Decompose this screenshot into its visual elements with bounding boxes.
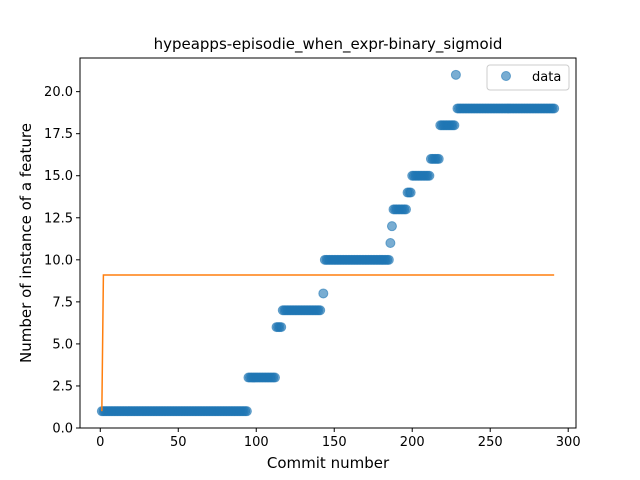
y-tick-label: 5.0	[52, 337, 73, 352]
axes-frame	[79, 57, 577, 429]
data-point	[276, 322, 287, 333]
y-tick-label: 10.0	[44, 253, 73, 268]
y-tick-label: 20.0	[44, 85, 73, 100]
x-tick-label: 250	[478, 435, 503, 450]
legend-marker-data	[501, 71, 511, 81]
chart-title: hypeapps-episodie_when_expr-binary_sigmo…	[154, 35, 503, 54]
data-marks	[96, 69, 560, 417]
x-tick-label: 150	[322, 435, 347, 450]
y-axis-label: Number of instance of a feature	[17, 123, 35, 363]
x-tick-label: 300	[556, 435, 581, 450]
x-tick-label: 200	[400, 435, 425, 450]
x-axis-label: Commit number	[267, 454, 390, 472]
data-point	[383, 254, 394, 265]
y-tick-label: 0.0	[52, 422, 73, 437]
data-point	[450, 69, 461, 80]
legend-label-data: data	[532, 70, 561, 85]
data-point	[241, 406, 252, 417]
y-tick-label: 17.5	[44, 127, 73, 142]
ticks: 0 50 100 150 200 250 300 0.0 2.5 5.0 7.5 10.0 12.5 15…	[44, 85, 581, 450]
x-tick-label: 50	[170, 435, 187, 450]
x-tick-label: 100	[244, 435, 269, 450]
legend: data	[486, 64, 570, 91]
y-tick-label: 7.5	[52, 295, 73, 310]
data-point	[549, 103, 560, 114]
data-point	[433, 153, 444, 164]
plot-area: 0 50 100 150 200 250 300 0.0 2.5 5.0 7.5 10.0 12.5 15…	[44, 57, 581, 450]
fit-line	[101, 274, 555, 412]
data-point	[449, 120, 460, 131]
data-point	[424, 170, 435, 181]
x-tick-label: 0	[96, 435, 104, 450]
y-tick-label: 12.5	[44, 211, 73, 226]
data-point	[385, 238, 396, 248]
y-tick-label: 2.5	[52, 379, 73, 394]
data-point	[315, 305, 326, 316]
data-point	[386, 221, 397, 232]
data-point	[269, 372, 280, 383]
data-point	[405, 187, 416, 198]
data-point	[318, 288, 329, 299]
data-point	[400, 204, 411, 215]
y-tick-label: 15.0	[44, 169, 73, 184]
